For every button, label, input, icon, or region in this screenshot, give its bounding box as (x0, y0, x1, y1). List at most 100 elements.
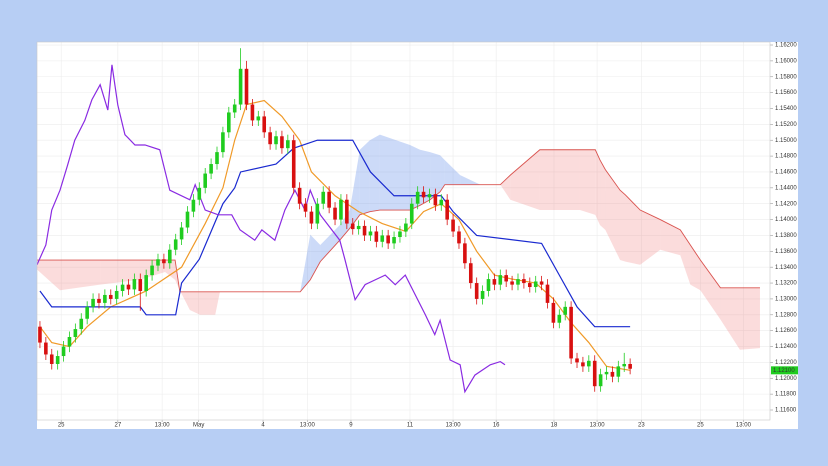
candle-body (421, 191, 426, 198)
candle-body (91, 298, 95, 307)
candle-body (628, 363, 632, 369)
x-tick-label: 25 (697, 423, 704, 429)
candle-body (67, 337, 72, 347)
cloud-segment (369, 134, 380, 212)
candle-body (610, 371, 615, 377)
candle-body (232, 104, 237, 113)
candle-body (516, 279, 520, 285)
candle-body (97, 298, 101, 303)
candle-body (386, 235, 390, 244)
cloud-segment (300, 234, 311, 292)
candle-body (191, 199, 196, 212)
cloud-segment (625, 194, 641, 265)
grid (37, 42, 770, 420)
candle-body (598, 374, 603, 387)
candle-body (522, 279, 526, 284)
y-tick-label: 1.12200 (775, 360, 797, 366)
candle-body (551, 302, 556, 323)
cloud-segment (539, 149, 580, 211)
cloud-segment (500, 175, 511, 200)
candle-body (144, 275, 148, 291)
candle-body (150, 265, 154, 276)
candle-body (492, 279, 497, 285)
candle-body (374, 231, 379, 242)
y-tick-label: 1.15400 (775, 106, 797, 112)
indicator-line (39, 139, 631, 328)
cloud-segment (60, 260, 101, 291)
candle-body (55, 356, 60, 364)
cloud-segment (440, 155, 445, 192)
candle-body (197, 187, 202, 200)
cloud-segment (620, 190, 626, 262)
candle-body (533, 281, 538, 288)
x-tick-label: 4 (261, 423, 265, 429)
cloud-segment (579, 149, 596, 215)
x-tick-label: 13:00 (736, 423, 752, 429)
y-tick-label: 1.11600 (775, 408, 797, 414)
x-tick-label: May (193, 423, 204, 429)
candle-body (380, 235, 385, 242)
candle-body (256, 116, 261, 121)
candle-body (108, 294, 113, 299)
candle-body (480, 290, 485, 299)
cloud-segment (179, 290, 190, 311)
candle-body (504, 275, 508, 282)
candle-body (327, 191, 331, 208)
axis-area (37, 420, 798, 429)
candle-body (44, 342, 48, 355)
candle-body (415, 191, 420, 204)
x-tick-label: 23 (638, 423, 645, 429)
candle-body (126, 284, 131, 290)
candle-body (527, 283, 532, 288)
cloud-segment (739, 287, 760, 350)
candle-body (581, 362, 585, 367)
candle-body (616, 366, 621, 377)
cloud-span-b (37, 149, 760, 293)
candle-body (368, 231, 373, 236)
y-tick-label: 1.16000 (775, 58, 797, 64)
candle-body (539, 281, 544, 285)
y-tick-label: 1.14200 (775, 201, 797, 207)
cloud-segment (595, 149, 601, 226)
candle-body (38, 326, 42, 343)
cloud-segment (420, 149, 431, 206)
cloud-segment (379, 134, 410, 211)
y-tick-label: 1.12400 (775, 344, 797, 350)
candle-body (138, 279, 143, 291)
candle-body (85, 306, 89, 319)
x-tick-label: 13:00 (446, 423, 462, 429)
indicator-line (37, 64, 506, 394)
candle-body (173, 239, 178, 250)
candle-body (356, 225, 361, 230)
candle-body (474, 283, 479, 299)
candle-body (345, 199, 349, 224)
y-tick-label: 1.12800 (775, 312, 797, 318)
candle-body (268, 132, 272, 145)
candle-body (592, 360, 597, 387)
candle-body (103, 294, 107, 303)
y-tick-label: 1.16200 (775, 43, 797, 49)
candle-body (262, 116, 267, 133)
candle-body (498, 275, 503, 285)
candle-body (486, 279, 491, 291)
candle-body (404, 223, 408, 232)
y-tick-label: 1.13200 (775, 281, 797, 287)
x-tick-label: 13:00 (590, 423, 606, 429)
candle-body (622, 363, 627, 367)
cloud-segment (444, 160, 461, 185)
last-price-label: 1.12100 (773, 368, 795, 374)
y-tick-label: 1.14400 (775, 185, 797, 191)
x-tick-label: 18 (551, 423, 558, 429)
candle-body (303, 203, 308, 212)
cloud-segment (100, 260, 140, 285)
candle-body (215, 152, 219, 165)
y-tick-label: 1.15800 (775, 74, 797, 80)
candle-body (221, 132, 225, 153)
candle-body (333, 207, 337, 220)
last-price-badge (771, 366, 798, 375)
candle-body (209, 164, 213, 174)
x-tick-label: 16 (493, 423, 500, 429)
candle-body (114, 290, 119, 299)
candle-body (280, 136, 284, 149)
candle-body (545, 284, 550, 303)
